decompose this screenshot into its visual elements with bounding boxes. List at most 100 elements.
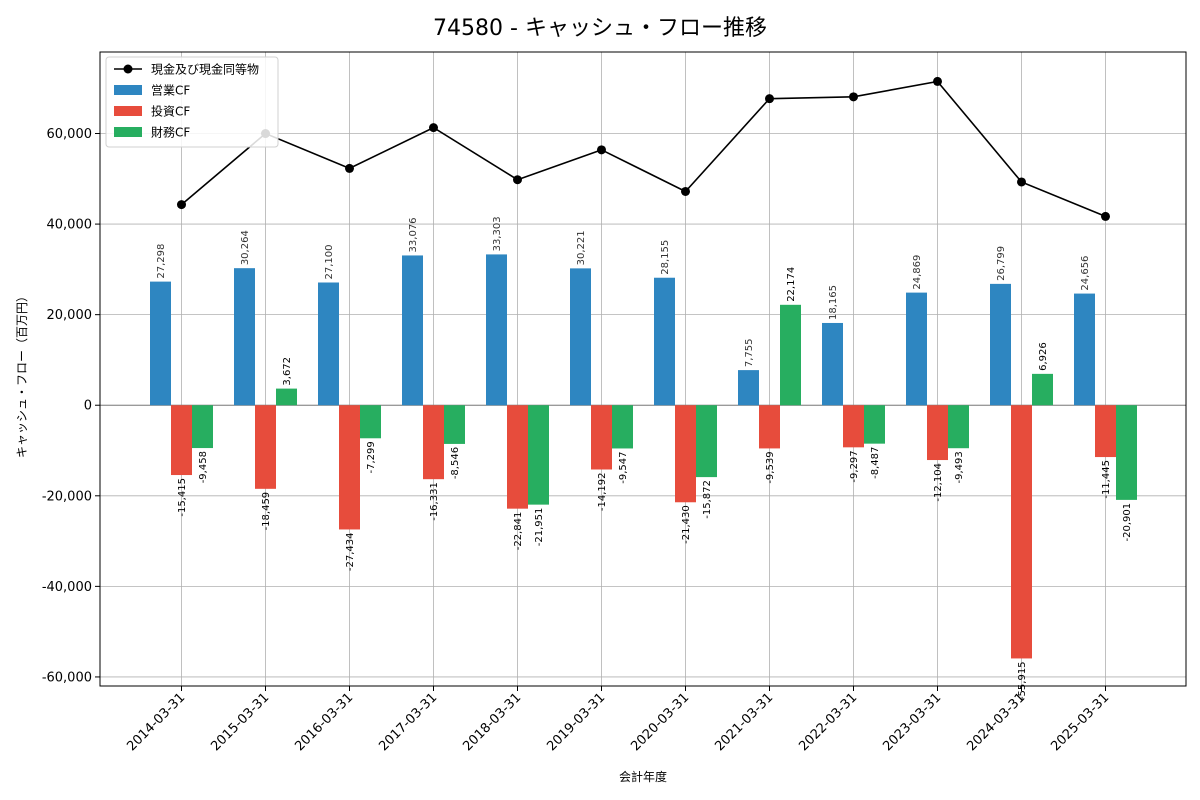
x-tick-label: 2015-03-31	[208, 690, 272, 754]
legend-bar-swatch	[114, 127, 142, 137]
bar-data-label: 24,656	[1080, 256, 1091, 291]
bar	[759, 405, 780, 449]
bar-data-label: -21,430	[681, 505, 692, 544]
x-tick-label: 2022-03-31	[796, 690, 860, 754]
cash-point	[597, 145, 606, 155]
bar	[654, 277, 675, 406]
legend-label: 投資CF	[151, 104, 190, 119]
bar	[948, 405, 969, 449]
bar-data-label: -9,297	[849, 450, 860, 482]
x-tick-label: 2023-03-31	[880, 690, 944, 754]
data-labels: 27,298 30,264 27,100 33,076 33,303 30,221 28,1…	[156, 216, 1133, 700]
bar	[1074, 293, 1095, 406]
bar-data-label: 24,869	[912, 255, 923, 290]
bar	[612, 405, 633, 449]
bar	[423, 405, 444, 480]
bar-data-label: -8,487	[870, 447, 881, 479]
bar	[1116, 405, 1137, 500]
bar-data-label: 7,755	[744, 338, 755, 367]
plot-frame	[99, 51, 1187, 687]
y-tick-label: 40,000	[47, 218, 93, 233]
cash-point	[849, 92, 858, 102]
cash-point	[933, 76, 942, 86]
bar	[234, 268, 255, 406]
bar	[255, 405, 276, 489]
bar-data-label: -14,192	[597, 472, 608, 511]
bar	[444, 405, 465, 444]
bar-data-label: -15,415	[177, 478, 188, 517]
bar	[360, 405, 381, 439]
bar-data-label: -20,901	[1122, 503, 1133, 542]
x-tick-label: 2016-03-31	[292, 690, 356, 754]
y-axis: -60,000 -40,000 -20,000 0 20,000 40,000 60,000	[42, 127, 100, 685]
bar-data-label: 30,221	[576, 230, 587, 265]
y-tick-label: -60,000	[42, 670, 92, 685]
bar-data-label: -18,459	[261, 492, 272, 531]
y-tick-label: -20,000	[42, 489, 92, 504]
bar-data-label: 18,165	[828, 285, 839, 320]
chart-title: 74580 - キャッシュ・フロー推移	[433, 16, 767, 41]
bar	[675, 405, 696, 503]
cash-point	[1017, 177, 1026, 187]
bar	[864, 405, 885, 444]
y-tick-label: -40,000	[42, 580, 92, 595]
bar	[171, 405, 192, 476]
bar-data-label: -11,445	[1101, 460, 1112, 499]
cash-point	[513, 175, 522, 185]
bar	[150, 281, 171, 406]
x-tick-label: 2018-03-31	[460, 690, 524, 754]
bar	[822, 322, 843, 406]
bar	[591, 405, 612, 470]
bar	[906, 292, 927, 406]
bar-data-label: -55,915	[1017, 661, 1028, 700]
bar-data-label: 22,174	[786, 267, 797, 302]
bar-data-label: -9,458	[198, 451, 209, 483]
bar	[486, 254, 507, 406]
bar	[276, 388, 297, 406]
legend-label: 現金及び現金同等物	[151, 62, 259, 77]
cash-point	[345, 163, 354, 173]
bar	[570, 268, 591, 406]
bar-data-label: -22,841	[513, 512, 524, 551]
bar-data-label: 28,155	[660, 240, 671, 275]
cash-point	[177, 200, 186, 210]
x-tick-label: 2021-03-31	[712, 690, 776, 754]
bar-data-label: 33,076	[408, 217, 419, 252]
bar-data-label: -9,539	[765, 451, 776, 483]
bar-data-label: -16,331	[429, 482, 440, 521]
cash-point	[765, 94, 774, 104]
legend-marker	[123, 64, 133, 74]
cash-point	[1101, 211, 1110, 221]
bar	[339, 405, 360, 530]
y-axis-title: キャッシュ・フロー（百万円）	[15, 290, 29, 458]
bar	[1095, 405, 1116, 458]
legend-bar-swatch	[114, 85, 142, 95]
x-tick-label: 2019-03-31	[544, 690, 608, 754]
bar-data-label: -12,104	[933, 463, 944, 502]
x-axis-title: 会計年度	[619, 769, 667, 784]
bars	[150, 254, 1137, 659]
x-axis: 2014-03-31 2015-03-31 2016-03-31 2017-03-31…	[124, 686, 1112, 754]
bar-data-label: -9,493	[954, 451, 965, 483]
line-series	[177, 76, 1110, 221]
bar	[927, 405, 948, 461]
bar	[402, 255, 423, 406]
bar-data-label: 27,100	[324, 245, 335, 280]
bar-data-label: 26,799	[996, 246, 1007, 281]
bar	[990, 283, 1011, 406]
bar-data-label: 27,298	[156, 244, 167, 279]
bar	[780, 304, 801, 406]
bar	[738, 370, 759, 406]
bar-data-label: 6,926	[1038, 342, 1049, 371]
bar-data-label: -9,547	[618, 451, 629, 483]
y-tick-label: 60,000	[47, 127, 93, 142]
bar	[507, 405, 528, 509]
legend-label: 営業CF	[151, 84, 190, 98]
y-tick-label: 20,000	[47, 308, 93, 323]
bar	[318, 282, 339, 406]
bar	[528, 405, 549, 505]
bar	[1032, 373, 1053, 406]
x-tick-label: 2017-03-31	[376, 690, 440, 754]
